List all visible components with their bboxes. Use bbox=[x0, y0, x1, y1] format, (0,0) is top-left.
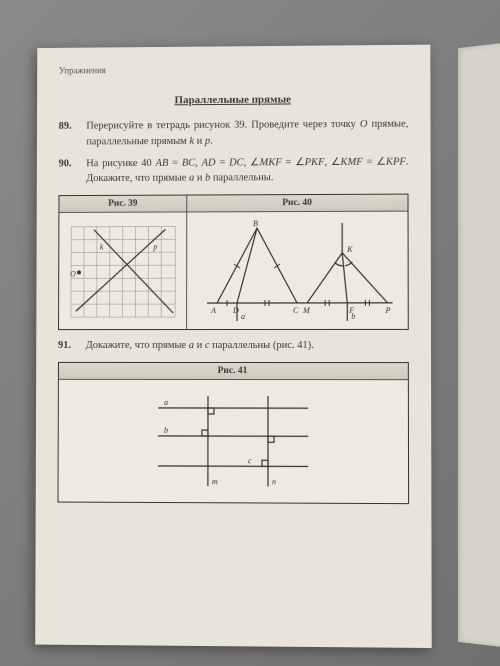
problem-text: Перерисуйте в тетрадь рисунок 39. Провед… bbox=[86, 117, 408, 150]
label-k: k bbox=[99, 242, 103, 251]
figure-box-41: Рис. 41 a b c bbox=[58, 362, 410, 504]
problem-90: 90. На рисунке 40 AB = BC, AD = DC, ∠MKF… bbox=[58, 154, 408, 187]
right-angle-icon bbox=[201, 430, 207, 436]
label-b: b bbox=[351, 312, 355, 321]
figure-41-panel: a b c m n bbox=[58, 380, 408, 503]
label-a: a bbox=[241, 312, 245, 321]
label-p: p bbox=[152, 242, 157, 251]
figure-content: O k p bbox=[59, 212, 408, 329]
label-c: c bbox=[247, 456, 251, 465]
triangle-mkp bbox=[307, 253, 387, 303]
line-kf bbox=[342, 253, 347, 303]
problem-89: 89. Перерисуйте в тетрадь рисунок 39. Пр… bbox=[59, 117, 409, 150]
problem-number: 91. bbox=[58, 338, 86, 354]
right-angle-icon bbox=[207, 408, 213, 414]
line-c bbox=[158, 466, 308, 467]
label-n: n bbox=[272, 477, 276, 486]
figure-box-39-40: Рис. 39 Рис. 40 bbox=[58, 194, 409, 330]
figure-41-svg: a b c m n bbox=[138, 386, 328, 497]
point-O bbox=[77, 270, 81, 274]
figure-title: Рис. 39 bbox=[59, 196, 187, 212]
figure-header: Рис. 39 Рис. 40 bbox=[59, 195, 407, 213]
grid bbox=[71, 226, 175, 317]
label-O: O bbox=[70, 269, 76, 278]
textbook-page: Упражнения Параллельные прямые 89. Перер… bbox=[35, 45, 431, 648]
label-C: C bbox=[293, 306, 299, 315]
problem-text: Докажите, что прямые a и c параллельны (… bbox=[86, 338, 409, 354]
problem-number: 90. bbox=[58, 156, 86, 187]
right-angle-icon bbox=[261, 460, 267, 466]
figure-header: Рис. 41 bbox=[59, 363, 408, 380]
page-edge-shadow bbox=[458, 42, 500, 648]
label-a: a bbox=[164, 398, 168, 407]
problem-text: На рисунке 40 AB = BC, AD = DC, ∠MKF = ∠… bbox=[86, 154, 408, 187]
triangle-abc bbox=[217, 228, 297, 303]
figure-39-panel: O k p bbox=[59, 212, 187, 329]
figure-title: Рис. 40 bbox=[187, 195, 407, 212]
label-M: M bbox=[302, 306, 310, 315]
label-B: B bbox=[253, 219, 258, 228]
label-D: D bbox=[232, 306, 239, 315]
problem-91: 91. Докажите, что прямые a и c параллель… bbox=[58, 338, 409, 354]
figure-title: Рис. 41 bbox=[59, 363, 408, 379]
figure-39-svg: O k p bbox=[66, 221, 180, 321]
label-K: K bbox=[346, 245, 353, 254]
label-b: b bbox=[164, 426, 168, 435]
label-A: A bbox=[210, 306, 216, 315]
figure-40-svg: B A D C K M F P a b bbox=[197, 218, 398, 323]
label-m: m bbox=[211, 477, 217, 486]
line-k bbox=[75, 229, 164, 311]
line-bd bbox=[237, 228, 257, 303]
section-title: Параллельные прямые bbox=[59, 93, 409, 107]
label-P: P bbox=[385, 306, 391, 315]
problem-number: 89. bbox=[59, 119, 87, 150]
page-header: Упражнения bbox=[59, 63, 408, 76]
figure-40-panel: B A D C K M F P a b bbox=[187, 212, 408, 329]
right-angle-icon bbox=[268, 436, 274, 442]
